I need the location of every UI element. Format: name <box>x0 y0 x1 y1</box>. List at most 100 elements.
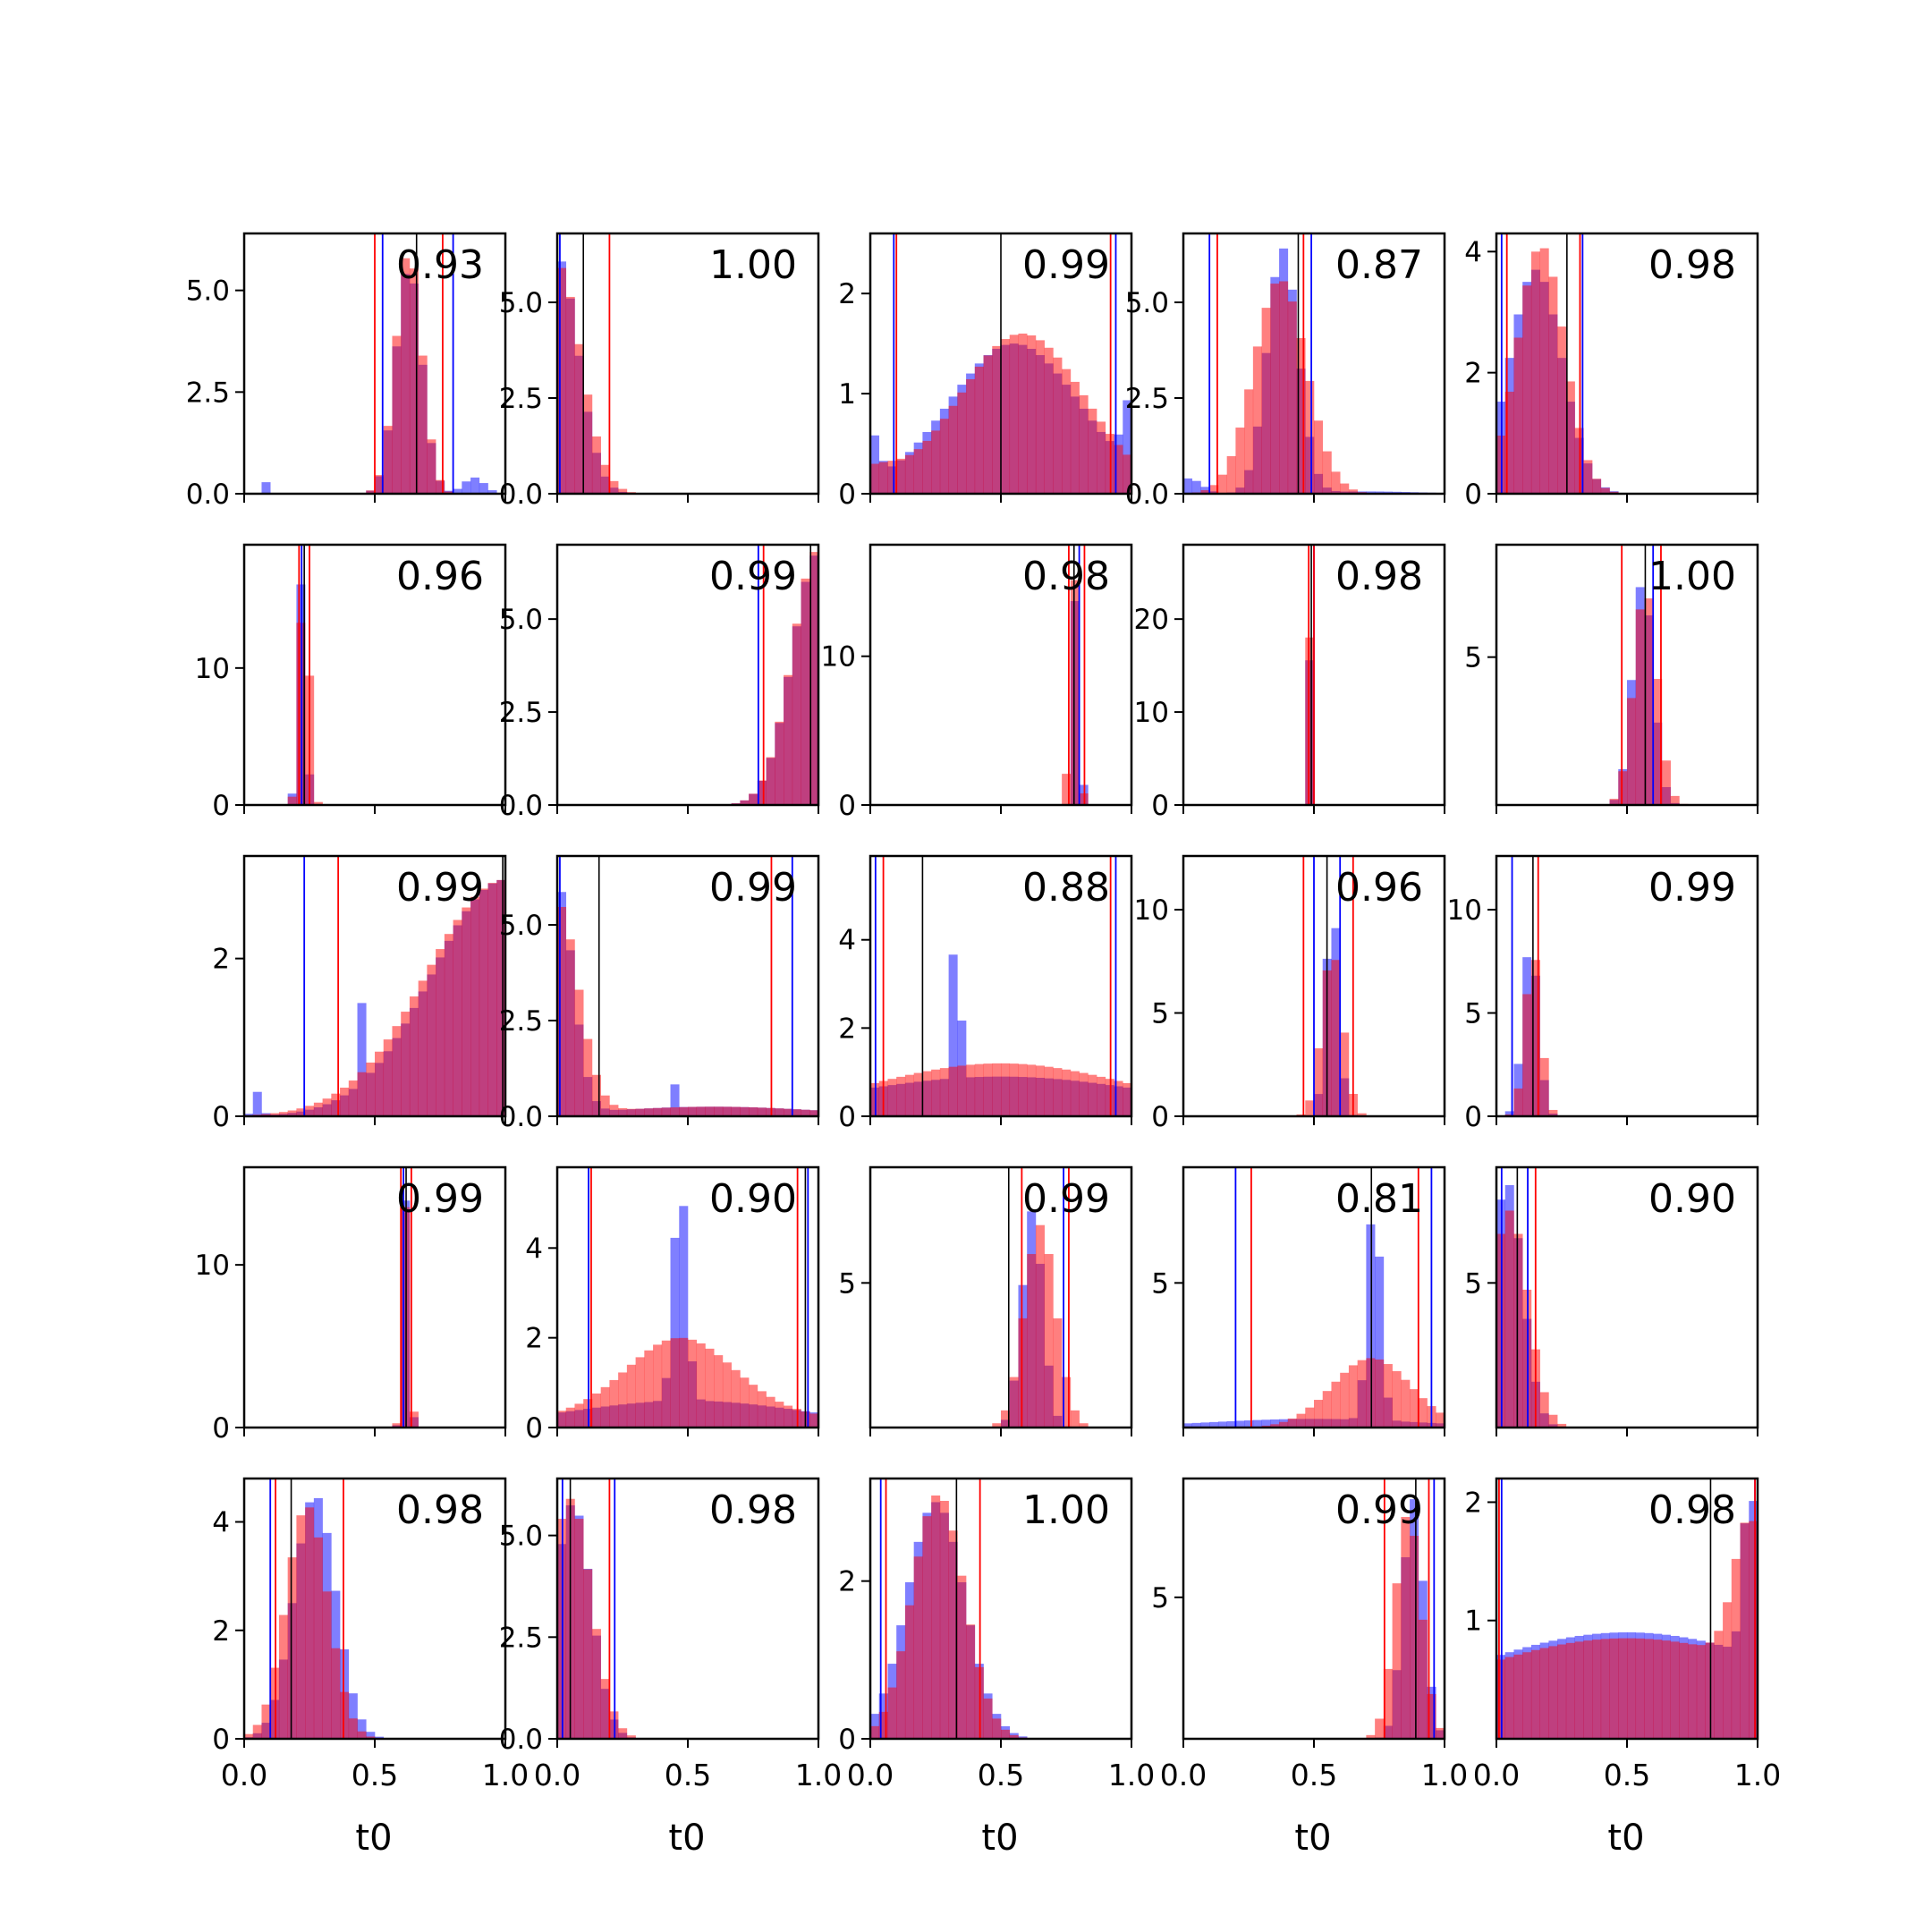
red-bar <box>609 1105 619 1116</box>
panel-value-label: 0.99 <box>709 865 797 911</box>
y-tick-label: 0.0 <box>1125 479 1169 511</box>
red-bar <box>583 394 593 494</box>
panel-value-label: 0.98 <box>1335 554 1423 599</box>
y-tick-label: 10 <box>1134 697 1169 729</box>
panel-value-label: 0.93 <box>396 242 484 288</box>
red-bar <box>870 463 880 494</box>
red-bar <box>801 1109 810 1116</box>
red-bar <box>792 1109 801 1116</box>
red-bar <box>1314 420 1324 494</box>
red-bar <box>1331 471 1341 494</box>
red-bar <box>418 355 428 494</box>
red-bar <box>1340 1372 1350 1428</box>
red-bar <box>340 1691 350 1739</box>
x-axis-labels: t0 t0 t0 t0 t0 <box>355 1818 1644 1859</box>
red-bar <box>1661 1640 1671 1739</box>
red-bar <box>1436 1412 1445 1428</box>
red-bar <box>705 1106 715 1116</box>
x-tick-label: 0.5 <box>352 1758 398 1792</box>
y-tick-label: 0.0 <box>499 790 543 822</box>
x-tick-label: 0.5 <box>1291 1758 1337 1792</box>
x-tick-label: 0.0 <box>534 1758 580 1792</box>
red-bar <box>983 355 993 494</box>
red-bar <box>766 757 775 805</box>
red-bar <box>809 1110 819 1116</box>
red-bar <box>740 1377 750 1428</box>
red-bar <box>1565 381 1575 494</box>
panel-4-1: 0 10 0.99 <box>195 1165 507 1445</box>
panel-5-1: 0 2 4 0.0 0.5 1.0 0.98 <box>212 1477 529 1792</box>
panel-value-label: 0.81 <box>1335 1176 1423 1222</box>
red-bar <box>1357 1360 1367 1428</box>
red-bar <box>1670 1641 1680 1739</box>
red-bar <box>1513 337 1523 494</box>
blue-bar <box>1183 478 1193 494</box>
red-bar <box>1305 637 1315 805</box>
red-bar <box>948 1066 958 1116</box>
red-bar <box>313 1537 323 1739</box>
red-bar <box>974 366 984 494</box>
red-bar <box>1383 1668 1393 1739</box>
red-bar <box>1209 485 1219 494</box>
red-bar <box>1618 771 1628 805</box>
red-bar <box>1348 1365 1358 1428</box>
red-bar <box>913 449 923 494</box>
red-bar <box>244 1733 254 1739</box>
red-bar <box>565 1407 575 1428</box>
red-bar <box>401 1012 411 1116</box>
red-bar <box>1062 1377 1072 1428</box>
x-tick-label: 0.0 <box>221 1758 267 1792</box>
red-bar <box>1296 337 1306 494</box>
red-bar <box>1070 381 1080 494</box>
red-bar <box>1410 1389 1419 1428</box>
red-bar <box>1261 308 1271 494</box>
red-bar <box>931 1496 941 1739</box>
red-bar <box>401 258 411 494</box>
y-tick-label: 0 <box>1151 790 1169 822</box>
red-bar <box>784 1405 793 1428</box>
red-bar <box>591 1074 601 1116</box>
red-bar <box>749 793 758 805</box>
red-bar <box>983 1063 993 1116</box>
red-bar <box>1035 1065 1045 1116</box>
red-bar <box>557 1411 567 1428</box>
red-bar <box>1548 1109 1558 1116</box>
panel-3-2: 0.0 2.5 5.0 0.99 <box>499 854 820 1133</box>
panel-value-label: 0.98 <box>396 1487 484 1533</box>
red-bar <box>1618 1638 1628 1739</box>
panel-1-3: 0 1 2 0.99 <box>838 232 1133 511</box>
blue-bar <box>1244 1420 1254 1428</box>
red-bar <box>896 458 906 494</box>
panel-2-1: 0 10 0.96 <box>195 543 507 822</box>
red-bar <box>653 1107 663 1116</box>
red-bar <box>1279 281 1289 494</box>
red-bar <box>574 1403 584 1428</box>
x-tick-label: 0.5 <box>665 1758 711 1792</box>
blue-bar <box>487 490 497 494</box>
red-bar <box>731 1369 741 1428</box>
y-tick-label: 2 <box>838 1013 856 1045</box>
red-bar <box>939 419 949 494</box>
panel-1-2: 0.0 2.5 5.0 1.00 <box>499 232 820 511</box>
red-bar <box>784 674 793 805</box>
panel-value-label: 1.00 <box>1648 554 1736 599</box>
y-tick-label: 0 <box>212 790 230 822</box>
red-bar <box>809 1413 819 1428</box>
red-bar <box>1322 451 1332 494</box>
y-tick-label: 2.5 <box>499 697 543 729</box>
red-bar <box>1375 1359 1385 1428</box>
red-bar <box>1314 1048 1324 1116</box>
panel-value-label: 0.90 <box>709 1176 797 1222</box>
panel-value-label: 0.99 <box>1022 1176 1110 1222</box>
red-bar <box>705 1348 715 1428</box>
red-bar <box>1600 487 1610 494</box>
red-bar <box>565 296 575 494</box>
y-tick-label: 2.5 <box>499 1005 543 1038</box>
panel-value-label: 0.99 <box>396 865 484 911</box>
red-bar <box>939 1068 949 1116</box>
x-tick-label: 0.0 <box>1160 1758 1207 1792</box>
red-bar <box>913 1556 923 1739</box>
red-bar <box>801 578 810 805</box>
red-bar <box>1740 1522 1750 1739</box>
panel-value-label: 0.98 <box>1648 242 1736 288</box>
